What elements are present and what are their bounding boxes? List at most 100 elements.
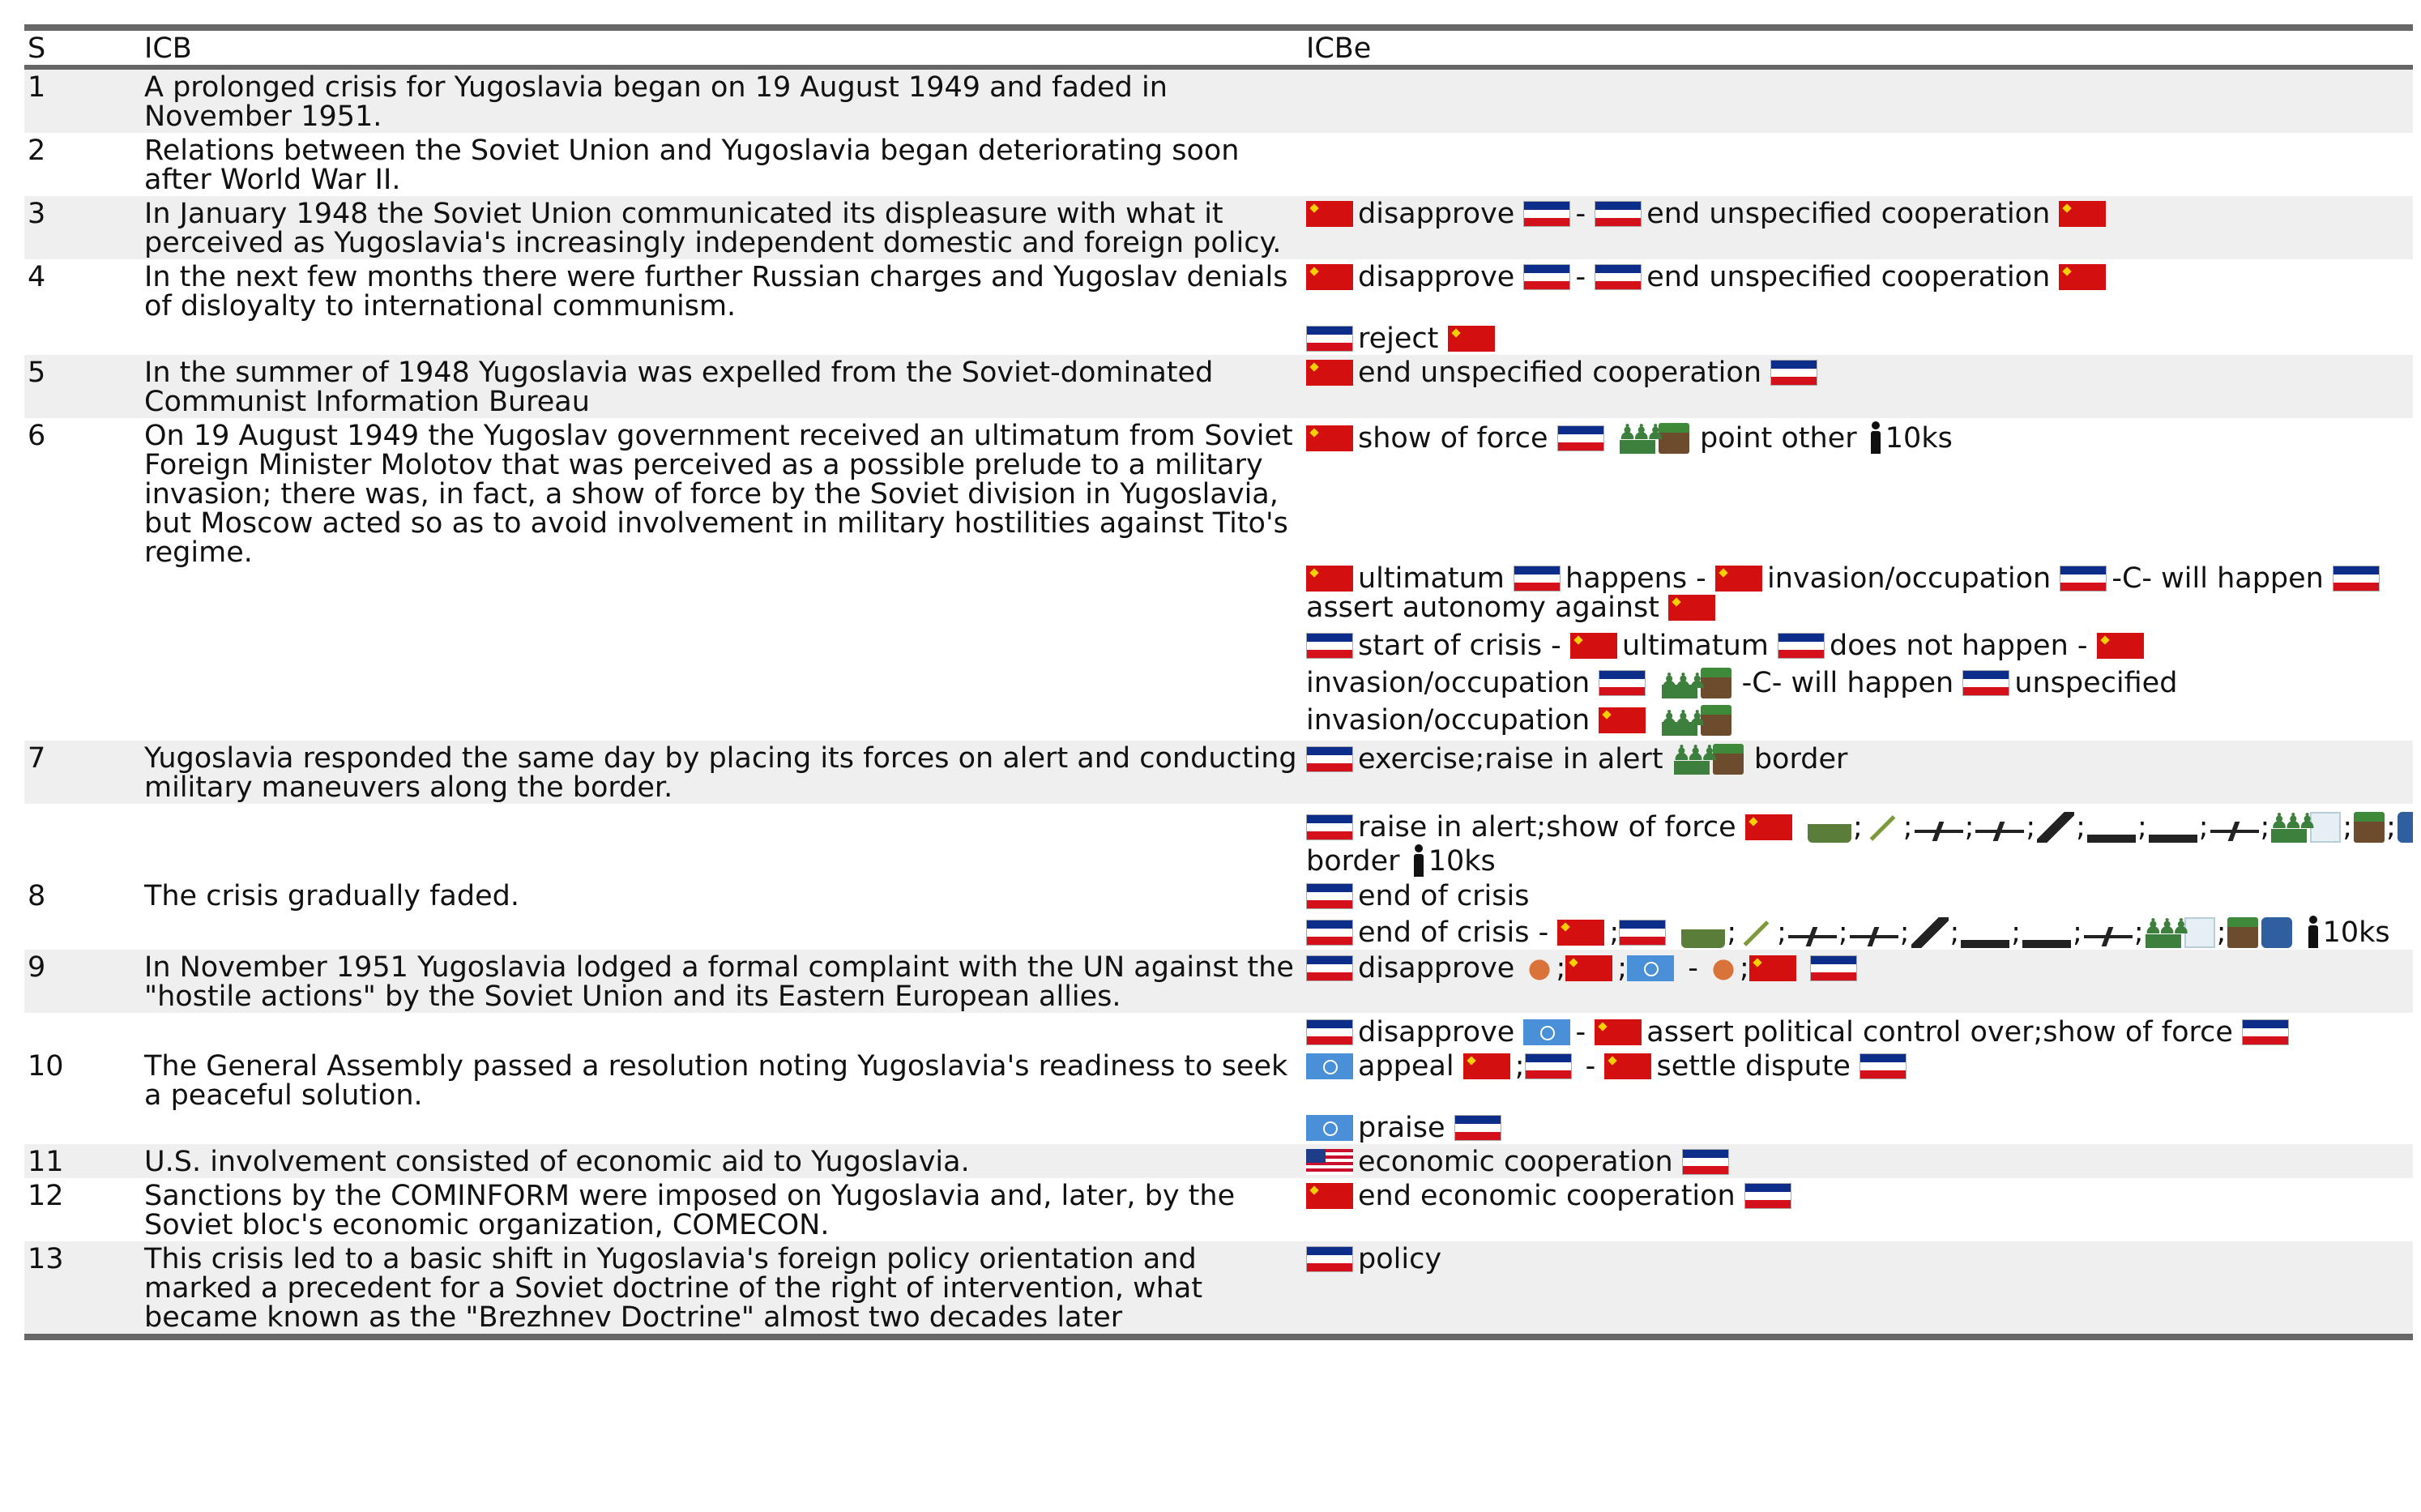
land-icon [1700,668,1731,698]
row-index: 10 [28,1050,64,1083]
soviet-union-flag-icon [2059,264,2107,290]
event-semicolon: ; [1949,916,1960,949]
cominform-emblem-icon [1709,953,1738,984]
event-scale: 10ks [1885,422,1953,455]
table-row: 13 This crisis led to a basic shift in Y… [24,1241,2413,1340]
event-separator: - [1575,261,1586,293]
event-action: invasion/occupation [1306,667,1591,699]
sea-icon [2397,812,2413,843]
event-line: border 10ks [1306,844,2410,877]
event-separator: - [1575,198,1586,230]
land-icon [1658,423,1689,454]
yugoslavia-flag-icon [2060,566,2107,592]
header-row: S ICB ICBe [24,24,2413,70]
table-row: 4 In the next few months there were furt… [24,259,2413,355]
land-icon [2227,917,2259,948]
header-icbe: ICBe [1303,24,2413,70]
event-action: economic cooperation [1358,1146,1673,1178]
yugoslavia-flag-icon [1595,201,1642,227]
event-semicolon: ; [1964,811,1975,844]
table-row: 1 A prolonged crisis for Yugoslavia bega… [24,67,2413,133]
event-line: show of force point other 10ks [1306,418,2410,455]
row-index: 5 [24,355,141,418]
event-separator: - [1575,1016,1586,1049]
soldiers-icon [1618,418,1660,454]
icb-text: This crisis led to a basic shift in Yugo… [141,1241,1303,1340]
yugoslavia-flag-icon [1306,746,1353,772]
icb-text: A prolonged crisis for Yugoslavia began … [141,67,1303,133]
icbe-cell [1303,133,2413,196]
event-action: ultimatum [1621,630,1769,662]
row-index: 4 [28,261,46,293]
icbe-cell [1303,67,2413,133]
fighter-jet-icon [1849,924,1898,948]
event-line: economic cooperation [1306,1147,2410,1177]
event-action: appeal [1358,1050,1454,1083]
table-row: 9 In November 1951 Yugoslavia lodged a f… [24,950,2413,1013]
event-action: end unspecified cooperation [1646,261,2051,293]
crisis-table: S ICB ICBe 1 A prolonged crisis for Yugo… [24,24,2413,1340]
event-line: end unspecified cooperation [1306,358,2410,387]
event-action: raise in alert;show of force [1358,811,1736,844]
event-action: invasion/occupation [1766,562,2052,595]
soviet-union-flag-icon [1595,1019,1642,1045]
table-row: 5 In the summer of 1948 Yugoslavia was e… [24,355,2413,418]
event-action: assert political control over;show of fo… [1646,1016,2233,1049]
yugoslavia-flag-icon [1770,360,1818,386]
event-action: policy [1358,1243,1442,1275]
event-semicolon: ; [2076,811,2086,844]
un-flag-icon [1523,1019,1571,1045]
us-flag-icon [1306,1149,1353,1175]
event-line: start of crisis - ultimatum does not hap… [1306,627,2410,739]
table-row: 6 On 19 August 1949 the Yugoslav governm… [24,418,2413,741]
event-line: disapprove - assert political control ov… [1306,1016,2410,1047]
soviet-union-flag-icon [1668,595,1716,621]
event-line: end of crisis - ; ;;;;;;;;; 10ks [1306,912,2410,949]
ice-icon [2310,812,2342,843]
row-index: 6 [28,420,46,452]
yugoslavia-flag-icon [1556,425,1604,451]
event-semicolon: ; [2386,811,2396,844]
soviet-union-flag-icon [1462,1053,1510,1079]
soviet-union-flag-icon [1447,326,1495,352]
table-row: 3 In January 1948 the Soviet Union commu… [24,196,2413,259]
yugoslavia-flag-icon [1306,955,1353,981]
yugoslavia-flag-icon [1306,1246,1353,1272]
table-row: 8 The crisis gradually faded. end of cri… [24,878,2413,950]
event-line: reject [1306,324,2410,353]
table-row: 7 Yugoslavia responded the same day by p… [24,741,2413,804]
submarine-icon [2148,826,2197,843]
yugoslavia-flag-icon [1306,633,1353,659]
event-line: ultimatum happens - invasion/occupation … [1306,459,2410,622]
event-semicolon: ; [1617,952,1628,985]
row-index: 8 [28,880,46,912]
icbe-cell: disapprove ;; - ; [1303,950,2413,1013]
sea-icon [2261,917,2293,948]
event-semicolon: ; [2026,811,2036,844]
yugoslavia-flag-icon [1306,326,1353,352]
event-line: end economic cooperation [1306,1181,2410,1211]
row-index: 9 [24,950,141,1013]
event-semicolon: ; [2011,916,2022,949]
event-separator: - [1688,952,1698,985]
aircraft-icon [1914,818,1963,843]
icbe-cell: policy [1303,1241,2413,1340]
icbe-cell: end economic cooperation [1303,1178,2413,1241]
artillery-icon [1864,812,1902,843]
event-action: happens - [1565,562,1706,595]
icbe-cell: disapprove - assert political control ov… [1303,1013,2413,1144]
soldiers-icon [1660,663,1702,700]
yugoslavia-flag-icon [1306,814,1353,840]
soldiers-icon [1672,741,1714,775]
event-line: disapprove - end unspecified cooperation [1306,263,2410,292]
icb-text: U.S. involvement consisted of economic a… [141,1144,1303,1178]
event-semicolon: ; [2073,916,2082,949]
event-target: border [1306,845,1400,878]
event-action: does not happen - [1830,630,2088,662]
soviet-union-flag-icon [1565,955,1613,981]
un-flag-icon [1306,1053,1353,1079]
row-index: 1 [24,67,141,133]
icbe-cell: raise in alert;show of force ;;;;;;;;;; … [1303,804,2413,878]
event-semicolon: ; [2133,916,2144,949]
submarine-icon [2022,932,2072,948]
